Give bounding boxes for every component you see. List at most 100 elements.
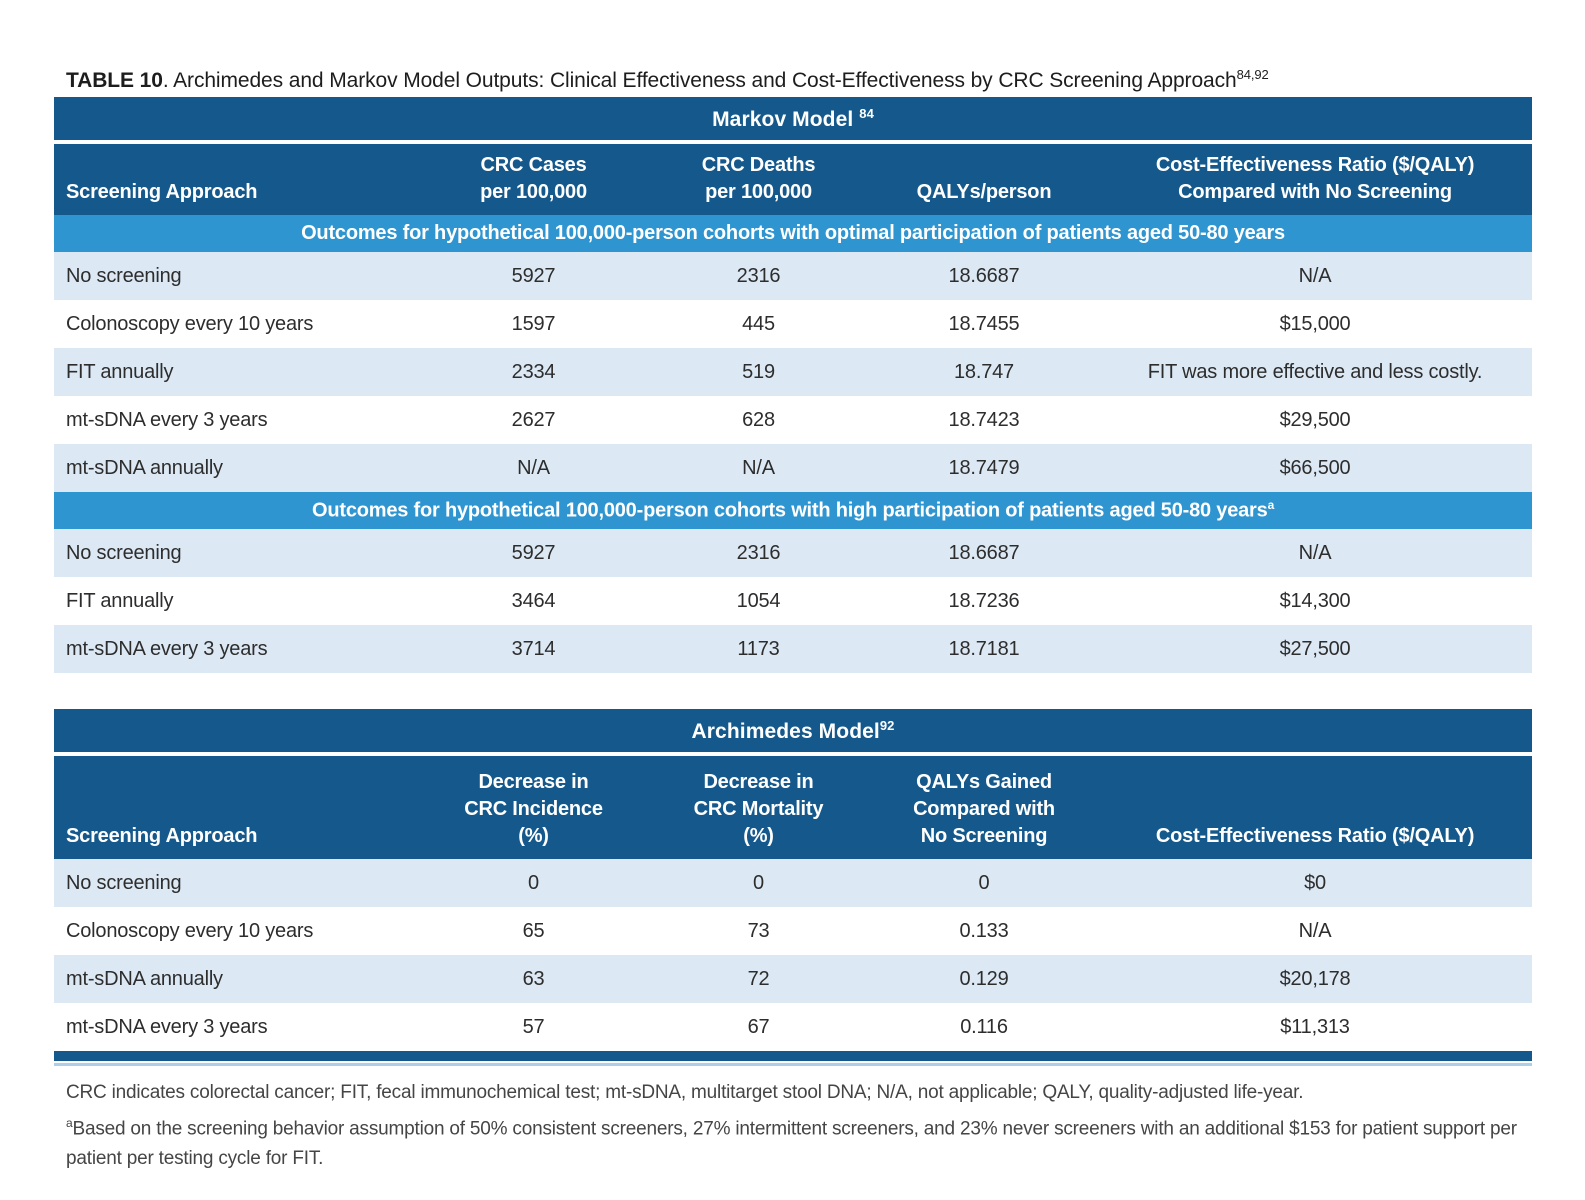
table-cell: 2334 <box>420 348 647 396</box>
table-row: mt-sDNA every 3 years 2627 628 18.7423 $29,5… <box>54 396 1533 444</box>
table-cell: N/A <box>1098 907 1533 955</box>
table-cell: N/A <box>420 444 647 492</box>
table-cell: No screening <box>54 252 420 300</box>
table-cell: N/A <box>647 444 870 492</box>
table-cell: Colonoscopy every 10 years <box>54 300 420 348</box>
table-cell: 18.7455 <box>870 300 1098 348</box>
table-gap <box>54 673 1532 709</box>
table-10-content: TABLE 10. Archimedes and Markov Model Ou… <box>54 62 1533 1174</box>
footnote-assumption-text: Based on the screening behavior assumpti… <box>66 1118 1517 1170</box>
footnote-assumption: aBased on the screening behavior assumpt… <box>66 1108 1526 1174</box>
table-cell: 0.129 <box>870 955 1098 1003</box>
table-cell: 2316 <box>647 529 870 577</box>
table-cell: 3464 <box>420 577 647 625</box>
section-subheader: Outcomes for hypothetical 100,000-person… <box>54 492 1533 529</box>
table-row: mt-sDNA every 3 years 57 67 0.116 $11,313 <box>54 1003 1533 1051</box>
table-cell: mt-sDNA every 3 years <box>54 625 420 673</box>
section-subheader-label: Outcomes for hypothetical 100,000-person… <box>54 215 1533 252</box>
markov-col-qalys: QALYs/person <box>870 142 1098 215</box>
table-row: FIT annually 3464 1054 18.7236 $14,300 <box>54 577 1533 625</box>
table-cell: 0 <box>420 859 647 907</box>
footnote-marker-a: a <box>66 1116 73 1130</box>
table-cell: FIT annually <box>54 577 420 625</box>
table-cell: mt-sDNA annually <box>54 955 420 1003</box>
table-cell: 3714 <box>420 625 647 673</box>
archimedes-band: Archimedes Model92 <box>54 709 1533 756</box>
table-cell: 2627 <box>420 396 647 444</box>
table-cell: 445 <box>647 300 870 348</box>
table-cell: 0.116 <box>870 1003 1098 1051</box>
markov-model-table: Markov Model 84 Screening Approach CRC C… <box>54 97 1533 673</box>
table-cell: mt-sDNA every 3 years <box>54 396 420 444</box>
markov-header-row: Screening Approach CRC Cases per 100,000… <box>54 142 1533 215</box>
markov-col-crc-cases: CRC Cases per 100,000 <box>420 142 647 215</box>
table-cell: Colonoscopy every 10 years <box>54 907 420 955</box>
table-cell: mt-sDNA annually <box>54 444 420 492</box>
table-row: No screening 5927 2316 18.6687 N/A <box>54 529 1533 577</box>
table-row: Colonoscopy every 10 years 65 73 0.133 N/A <box>54 907 1533 955</box>
table-cell: 67 <box>647 1003 870 1051</box>
table-cell: $14,300 <box>1098 577 1533 625</box>
table-cell: 1597 <box>420 300 647 348</box>
archimedes-model-table: Archimedes Model92 Screening Approach De… <box>54 709 1533 1051</box>
table-cell: $20,178 <box>1098 955 1533 1003</box>
table-row: No screening 5927 2316 18.6687 N/A <box>54 252 1533 300</box>
table-cell: N/A <box>1098 252 1533 300</box>
table-cell: 2316 <box>647 252 870 300</box>
table-row: mt-sDNA annually 63 72 0.129 $20,178 <box>54 955 1533 1003</box>
table-row: Colonoscopy every 10 years 1597 445 18.7455… <box>54 300 1533 348</box>
table-cell: 18.7479 <box>870 444 1098 492</box>
table-cell: $15,000 <box>1098 300 1533 348</box>
table-cell: 519 <box>647 348 870 396</box>
table-cell: 0 <box>870 859 1098 907</box>
archimedes-header-row: Screening Approach Decrease in CRC Incid… <box>54 754 1533 859</box>
markov-band-label: Markov Model <box>712 107 854 131</box>
table-row: No screening 0 0 0 $0 <box>54 859 1533 907</box>
table-cell: 1173 <box>647 625 870 673</box>
table-cell: No screening <box>54 529 420 577</box>
table-cell: 18.6687 <box>870 252 1098 300</box>
archimedes-band-reference: 92 <box>879 717 895 733</box>
archimedes-col-cost-effectiveness: Cost-Effectiveness Ratio ($/QALY) <box>1098 754 1533 859</box>
markov-band: Markov Model 84 <box>54 97 1533 144</box>
table-cell: $66,500 <box>1098 444 1533 492</box>
table-row: mt-sDNA annually N/A N/A 18.7479 $66,500 <box>54 444 1533 492</box>
table-bottom-bar <box>54 1051 1532 1061</box>
table-cell: 63 <box>420 955 647 1003</box>
table-cell: 1054 <box>647 577 870 625</box>
markov-col-crc-deaths: CRC Deaths per 100,000 <box>647 142 870 215</box>
table-cell: 628 <box>647 396 870 444</box>
archimedes-col-screening-approach: Screening Approach <box>54 754 420 859</box>
table-cell: 57 <box>420 1003 647 1051</box>
table-cell: 65 <box>420 907 647 955</box>
table-cell: 0.133 <box>870 907 1098 955</box>
section-subheader: Outcomes for hypothetical 100,000-person… <box>54 215 1533 252</box>
markov-col-cost-effectiveness: Cost-Effectiveness Ratio ($/QALY) Compar… <box>1098 142 1533 215</box>
archimedes-col-decrease-mortality: Decrease in CRC Mortality (%) <box>647 754 870 859</box>
table-cell: $0 <box>1098 859 1533 907</box>
table-cell: 18.747 <box>870 348 1098 396</box>
table-cell: 18.6687 <box>870 529 1098 577</box>
archimedes-col-qalys-gained: QALYs Gained Compared with No Screening <box>870 754 1098 859</box>
table-cell: FIT was more effective and less costly. <box>1098 348 1533 396</box>
table-cell: N/A <box>1098 529 1533 577</box>
table-title-references: 84,92 <box>1236 67 1269 82</box>
markov-band-reference: 84 <box>859 105 874 121</box>
table-cell: 5927 <box>420 252 647 300</box>
table-cell: 18.7236 <box>870 577 1098 625</box>
table-title-text: . Archimedes and Markov Model Outputs: C… <box>162 69 1237 92</box>
markov-col-screening-approach: Screening Approach <box>54 142 420 215</box>
table-footnotes: CRC indicates colorectal cancer; FIT, fe… <box>66 1078 1526 1174</box>
table-row: mt-sDNA every 3 years 3714 1173 18.7181 $27,… <box>54 625 1533 673</box>
table-row: FIT annually 2334 519 18.747 FIT was more ef… <box>54 348 1533 396</box>
table-cell: No screening <box>54 859 420 907</box>
footnote-abbreviations: CRC indicates colorectal cancer; FIT, fe… <box>66 1082 1304 1103</box>
archimedes-col-decrease-incidence: Decrease in CRC Incidence (%) <box>420 754 647 859</box>
table-number: TABLE 10 <box>66 69 163 92</box>
table-cell: mt-sDNA every 3 years <box>54 1003 420 1051</box>
table-cell: $11,313 <box>1098 1003 1533 1051</box>
table-cell: $27,500 <box>1098 625 1533 673</box>
table-bottom-rule <box>54 1063 1532 1066</box>
table-cell: $29,500 <box>1098 396 1533 444</box>
